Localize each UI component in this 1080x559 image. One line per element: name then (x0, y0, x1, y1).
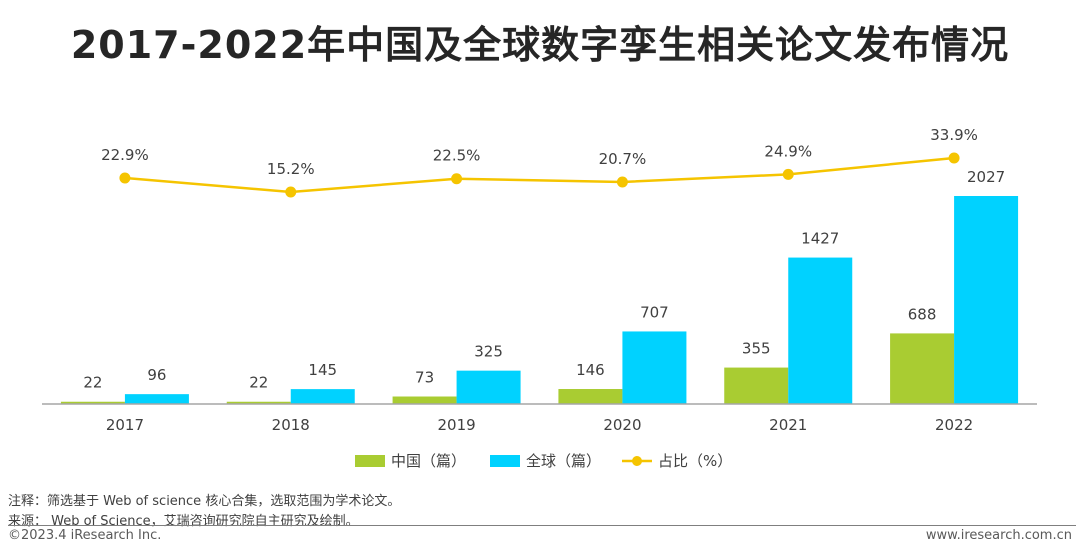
share-point-2019 (451, 173, 463, 185)
share-point-2017 (119, 172, 131, 184)
share-line (124, 156, 955, 194)
data-label-global-2018: 145 (308, 361, 337, 379)
chart-source: 来源： Web of Science，艾瑞咨询研究院自主研究及绘制。 (8, 514, 359, 529)
bar-global-2022 (954, 196, 1019, 404)
bar-global-2017 (124, 394, 189, 404)
website: www.iresearch.com.cn (925, 528, 1072, 543)
x-tick-label-2018: 2018 (272, 416, 310, 434)
bar-global-2021 (788, 257, 853, 404)
chart: 22.9% 15.2% 22.5% 20.7% 24.9% 33.9% 22 96 22 145… (42, 126, 1037, 470)
chart-title: 2017-2022年中国及全球数字孪生相关论文发布情况 (70, 23, 1010, 67)
x-tick-label-2017: 2017 (106, 416, 144, 434)
legend-china-label: 中国（篇） (391, 452, 466, 470)
share-label-2020: 20.7% (599, 150, 647, 168)
data-label-global-2021: 1427 (801, 230, 839, 248)
legend-china-swatch (355, 455, 385, 467)
copyright: ©2023.4 iResearch Inc. (8, 528, 162, 543)
bar-global-2020 (622, 331, 687, 404)
legend-global-label: 全球（篇） (526, 452, 601, 470)
share-point-2021 (782, 168, 794, 180)
data-label-global-2017: 96 (147, 366, 166, 384)
data-label-china-2022: 688 (908, 305, 937, 323)
data-label-china-2018: 22 (249, 374, 268, 392)
bar-global-2018 (290, 389, 355, 404)
data-label-global-2019: 325 (474, 343, 503, 361)
share-point-2022 (948, 152, 960, 164)
footer-divider (8, 525, 1076, 526)
share-label-2019: 22.5% (433, 147, 481, 165)
legend-share-swatch-marker (632, 456, 642, 466)
bar-china-2017 (60, 401, 125, 404)
share-label-2018: 15.2% (267, 160, 315, 178)
bar-china-2020 (558, 389, 623, 404)
share-label-2021: 24.9% (764, 142, 812, 160)
share-point-2018 (285, 186, 297, 198)
bar-china-2021 (724, 367, 789, 404)
bar-china-2018 (226, 401, 291, 404)
x-tick-label-2020: 2020 (603, 416, 641, 434)
data-label-china-2017: 22 (83, 374, 102, 392)
x-tick-label-2019: 2019 (437, 416, 475, 434)
bar-global-2019 (456, 370, 521, 404)
data-label-china-2019: 73 (415, 369, 434, 387)
x-tick-label-2021: 2021 (769, 416, 807, 434)
data-label-global-2022: 2027 (967, 168, 1005, 186)
share-label-2017: 22.9% (101, 146, 149, 164)
data-label-china-2021: 355 (742, 340, 771, 358)
x-tick-label-2022: 2022 (935, 416, 973, 434)
chart-note: 注释：筛选基于 Web of science 核心合集，选取范围为学术论文。 (8, 494, 401, 509)
data-label-china-2020: 146 (576, 361, 605, 379)
legend-global-swatch (490, 455, 520, 467)
share-label-2022: 33.9% (930, 126, 978, 144)
data-label-global-2020: 707 (640, 303, 669, 321)
legend-share-label: 占比（%） (658, 452, 732, 470)
bar-china-2022 (890, 333, 955, 404)
bar-china-2019 (392, 396, 457, 404)
share-point-2020 (616, 176, 628, 188)
